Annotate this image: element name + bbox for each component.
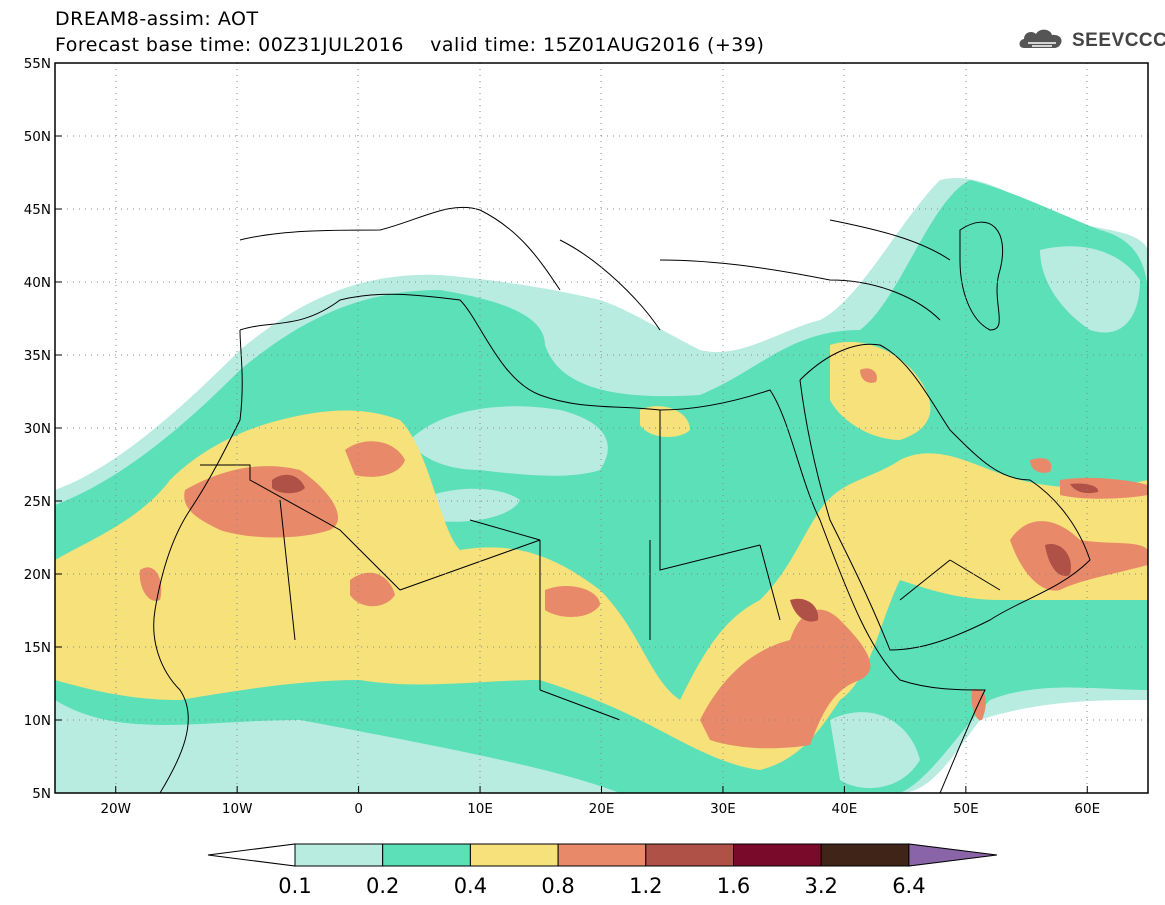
lat-tick-label: 20N (24, 567, 51, 583)
lon-tick-label: 10W (222, 801, 253, 817)
coastline-europe (239, 206, 951, 331)
lon-tick-label: 50E (953, 801, 979, 817)
valid-time: valid time: 15Z01AUG2016 (+39) (430, 34, 765, 56)
lat-tick-label: 35N (24, 348, 51, 364)
aot-band-0.4 (830, 341, 931, 440)
aot-band-1.2 (790, 598, 819, 622)
aot-patch-light (1040, 246, 1140, 333)
lon-tick-label: 40E (832, 801, 858, 817)
aot-field (55, 178, 1148, 793)
aot-band-0.4 (640, 406, 690, 437)
lon-tick-label: 20W (100, 801, 131, 817)
aot-band-1.2 (1070, 483, 1099, 494)
aot-band-0.8 (545, 585, 600, 617)
lat-tick-label: 50N (24, 129, 51, 145)
map-title: DREAM8-assim: AOT (55, 8, 259, 30)
aot-patch-light (830, 712, 920, 789)
aot-band-0.8 (345, 441, 405, 477)
base-time: Forecast base time: 00Z31JUL2016 (55, 34, 404, 56)
grid-lines (55, 63, 1148, 793)
lat-tick-label: 55N (24, 56, 51, 72)
aot-band-0.8 (700, 609, 871, 749)
lon-tick-label: 10E (467, 801, 493, 817)
forecast-times: Forecast base time: 00Z31JUL2016 valid t… (55, 35, 764, 55)
lon-tick-label: 60E (1074, 801, 1100, 817)
lat-tick-label: 10N (24, 713, 51, 729)
seevccc-logo: SEEVCCC (1016, 28, 1165, 54)
lat-tick-label: 45N (24, 202, 51, 218)
aot-band-0.8 (1010, 521, 1148, 591)
coastline-africa (153, 293, 986, 793)
lat-axis: 55N 50N 45N 40N 35N 30N 25N 20N 15N 10N 5N (24, 56, 62, 802)
lat-tick-label: 5N (32, 786, 51, 802)
border-lines (200, 410, 1001, 721)
lon-tick-label: 30E (710, 801, 736, 817)
aot-band-1.2 (272, 474, 305, 494)
aot-band-0.8 (1030, 458, 1052, 473)
lon-tick-label: 20E (589, 801, 615, 817)
aot-band-1.2 (1045, 544, 1071, 576)
lat-tick-label: 30N (24, 421, 51, 437)
aot-band-0.8 (139, 567, 162, 601)
aot-band-0.8 (860, 368, 877, 383)
logo-text: SEEVCCC (1072, 30, 1165, 51)
coastline-arabia (799, 343, 1091, 651)
aot-band-0.8 (1060, 477, 1148, 499)
cloud-icon (1016, 26, 1068, 56)
lon-axis: 20W 10W 0 10E 20E 30E 40E 50E 60E (100, 786, 1100, 817)
lon-tick-label: 0 (354, 801, 363, 817)
lat-tick-label: 15N (24, 640, 51, 656)
lat-tick-label: 25N (24, 494, 51, 510)
aot-band-0.8 (971, 689, 986, 721)
lat-tick-label: 40N (24, 275, 51, 291)
aot-patch-light (420, 488, 520, 522)
aot-band-0.8 (350, 572, 395, 607)
aot-patch-light (410, 406, 608, 476)
